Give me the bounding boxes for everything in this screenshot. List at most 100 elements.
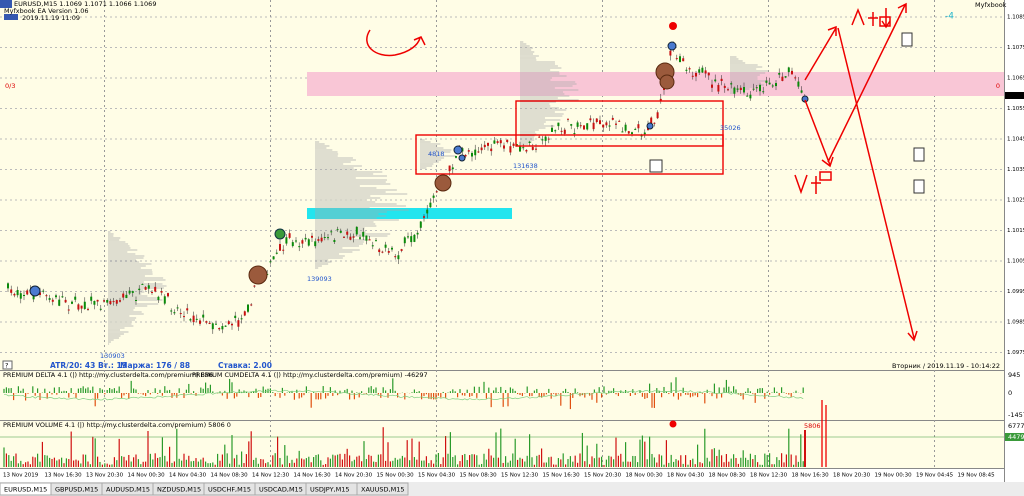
tab-label[interactable]: USDCHF,M15 <box>208 486 251 494</box>
candle <box>691 75 694 77</box>
candle <box>627 131 630 134</box>
candle <box>563 129 566 134</box>
tab-label[interactable]: NZDUSD,M15 <box>157 486 201 494</box>
candle <box>218 328 221 330</box>
candle <box>368 239 371 241</box>
candle <box>551 127 553 132</box>
candle <box>701 67 704 73</box>
candle <box>711 84 713 88</box>
candle <box>346 231 349 235</box>
delta-panel <box>0 371 1004 420</box>
candle <box>154 286 157 292</box>
candle <box>717 84 720 92</box>
indicator-title: PREMIUM DELTA 4.1 (|) http://my.clusterd… <box>3 371 213 379</box>
candle <box>211 323 214 330</box>
candle <box>301 240 304 244</box>
time-label: 15 Nov 20:30 <box>584 473 622 479</box>
candle <box>624 124 627 131</box>
tab-label[interactable]: XAUUSD,M15 <box>361 486 405 494</box>
candle <box>320 237 323 242</box>
candle <box>483 144 486 148</box>
time-label: 18 Nov 20:30 <box>833 473 871 479</box>
candle <box>186 308 189 311</box>
candle <box>547 138 550 140</box>
tab-label[interactable]: GBPUSD,M15 <box>55 486 98 494</box>
tab-label[interactable]: EURUSD,M15 <box>4 486 47 494</box>
tab[interactable] <box>356 482 409 496</box>
candle <box>429 202 432 208</box>
candle <box>679 56 681 63</box>
zone-label: 0 <box>996 82 1000 90</box>
help[interactable]: ? <box>5 362 8 370</box>
candle <box>579 125 582 127</box>
candle <box>298 246 301 248</box>
profile-label: 130903 <box>100 352 125 360</box>
level: -1457 <box>1008 411 1024 419</box>
candle <box>147 285 150 289</box>
atr: ATR/20: 43 Вт.: 19 <box>50 361 127 370</box>
candle <box>138 288 141 291</box>
level: 6777 <box>1008 422 1024 430</box>
candle <box>455 156 457 158</box>
candle <box>448 165 451 172</box>
candle <box>643 132 646 135</box>
time-label: 15 Nov 00:30 <box>377 473 415 479</box>
candle <box>583 125 585 130</box>
candle <box>589 118 592 121</box>
candle <box>135 300 137 302</box>
candle <box>499 140 502 144</box>
candle <box>131 291 134 293</box>
candle <box>544 136 547 141</box>
level-box <box>1005 433 1024 441</box>
box <box>515 100 724 147</box>
candle <box>554 130 557 132</box>
candle <box>90 296 93 301</box>
time-label: 15 Nov 16:30 <box>543 473 581 479</box>
candle <box>330 231 333 233</box>
published: 2019.11.19 11:09 <box>22 14 80 22</box>
candle <box>410 236 413 243</box>
candle <box>119 300 121 302</box>
candle <box>474 149 477 156</box>
candle <box>423 216 425 218</box>
brand: Myfxbook <box>975 1 1007 9</box>
candle <box>775 83 777 87</box>
candle <box>743 87 745 93</box>
candle <box>109 300 112 305</box>
candle <box>106 299 109 303</box>
tab-label[interactable]: USDCAD,M15 <box>259 486 303 494</box>
tab-label[interactable]: AUDUSD,M15 <box>106 486 150 494</box>
candle <box>682 58 685 62</box>
candle <box>336 229 339 231</box>
candle <box>304 237 307 240</box>
candle <box>74 296 77 300</box>
candle <box>592 122 595 130</box>
time-label: 13 Nov 20:30 <box>86 473 124 479</box>
arrow-boxes <box>649 32 925 194</box>
candle <box>83 301 86 309</box>
price-label: 1.1005 <box>1007 259 1024 265</box>
candle <box>362 231 365 237</box>
symbol-line: EURUSD,M15 1.1069 1.1071 1.1066 1.1069 <box>14 0 156 8</box>
profile-label: 139093 <box>307 275 332 283</box>
candle <box>227 321 230 325</box>
candle <box>727 89 729 91</box>
candle <box>352 236 355 238</box>
cumdelta-line <box>3 389 804 401</box>
time-label: 19 Nov 00:30 <box>875 473 913 479</box>
time-label: 14 Nov 04:30 <box>169 473 207 479</box>
candle <box>599 120 601 125</box>
candle <box>371 245 374 247</box>
candle <box>435 191 438 193</box>
candle <box>103 300 105 302</box>
price-label: 1.0995 <box>1007 289 1024 295</box>
candle <box>51 299 54 302</box>
tab-label[interactable]: USDJPY,M15 <box>310 486 350 494</box>
candle <box>752 88 755 90</box>
help-button[interactable] <box>2 360 13 370</box>
candle <box>192 315 195 323</box>
candle <box>496 141 499 143</box>
candle <box>688 68 691 70</box>
price-label: 1.1065 <box>1007 76 1024 82</box>
